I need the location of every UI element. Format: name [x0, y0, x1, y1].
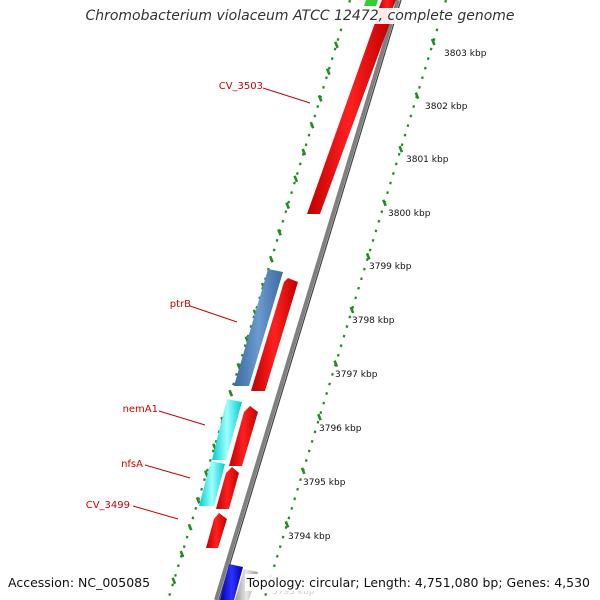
- gene-red-ptrb-pair[interactable]: [251, 278, 298, 391]
- inner-ruler-major-tick: [284, 520, 290, 528]
- gene-label-cv3503[interactable]: CV_3503: [219, 81, 263, 92]
- inner-ruler-major-tick: [430, 38, 436, 46]
- tick-label: 3797 kbp: [335, 370, 378, 380]
- outer-ruler-tick: [228, 389, 234, 397]
- gene-red-nema1-pair[interactable]: [229, 406, 258, 466]
- accession-text: Accession: NC_005085: [6, 574, 153, 591]
- inner-ruler-major-tick: [333, 360, 339, 368]
- gene-green-top[interactable]: [364, 0, 378, 6]
- inner-ruler-major-tick: [414, 92, 420, 100]
- outer-ruler-tick: [179, 550, 185, 558]
- inner-ruler-major-tick: [317, 413, 322, 421]
- inner-ruler-major-tick: [300, 467, 306, 475]
- tick-label: 3794 kbp: [288, 532, 331, 542]
- tick-label: 3802 kbp: [425, 102, 468, 112]
- tick-label: 3799 kbp: [369, 262, 412, 272]
- genome-backbone-shadow: [218, 0, 402, 600]
- gene-label-leaders: [132, 87, 311, 520]
- tick-label: 3801 kbp: [406, 155, 449, 165]
- leader-cv3503: [262, 87, 311, 104]
- inner-ruler-major-tick: [365, 252, 371, 260]
- gene-label-nfsa[interactable]: nfsA: [121, 459, 143, 470]
- outer-ruler-tick: [195, 496, 201, 504]
- outer-ruler-tick: [317, 94, 323, 102]
- leader-cv3499: [132, 505, 179, 520]
- outer-ruler-tick: [277, 228, 282, 236]
- inner-ruler-major-tick: [398, 145, 404, 153]
- tick-label: 3793 kbp: [272, 587, 315, 597]
- gene-label-ptrb[interactable]: ptrB: [170, 299, 191, 310]
- map-title: Chromobacterium violaceum ATCC 12472, co…: [0, 8, 600, 24]
- outer-ruler-tick: [171, 577, 177, 585]
- inner-ruler-dots: [262, 0, 448, 600]
- tick-labels: 3803 kbp 3802 kbp 3801 kbp 3800 kbp 3799…: [272, 49, 487, 597]
- outer-ruler-tick: [293, 175, 299, 183]
- gene-label-nema1[interactable]: nemA1: [123, 404, 158, 415]
- gene-label-cv3499[interactable]: CV_3499: [86, 500, 130, 511]
- tick-label: 3803 kbp: [444, 49, 487, 59]
- gene-nema1[interactable]: [212, 399, 242, 460]
- outer-ruler-tick: [309, 121, 315, 129]
- gene-red-top[interactable]: [378, 0, 396, 10]
- leader-nfsa: [144, 464, 191, 479]
- leader-nema1: [158, 410, 206, 426]
- gene-nfsa[interactable]: [199, 461, 225, 506]
- outer-ruler-tick: [334, 41, 339, 49]
- gene-ptrb[interactable]: [234, 269, 283, 386]
- genome-backbone: [214, 0, 400, 600]
- tick-label: 3800 kbp: [388, 209, 431, 219]
- tick-label: 3798 kbp: [352, 316, 395, 326]
- gene-features: [199, 0, 396, 600]
- gene-cv3499[interactable]: [206, 513, 227, 548]
- outer-ruler-tick: [268, 255, 274, 263]
- inner-ruler-major-tick: [349, 306, 355, 314]
- outer-ruler-tick: [187, 523, 193, 531]
- outer-ruler-tick: [325, 68, 331, 76]
- gene-labels: CV_3503 ptrB nemA1 nfsA CV_3499: [86, 81, 263, 511]
- tick-label: 3796 kbp: [319, 424, 362, 434]
- tick-label: 3795 kbp: [303, 478, 346, 488]
- leader-ptrb: [189, 305, 238, 323]
- topology-text: Topology: circular; Length: 4,751,080 bp…: [244, 574, 592, 591]
- gene-blue-bottom[interactable]: [220, 564, 243, 600]
- inner-ruler-major-tick: [382, 199, 387, 207]
- outer-ruler-tick: [285, 202, 291, 210]
- outer-ruler-tick: [301, 148, 307, 156]
- gene-red-nfsa-pair[interactable]: [216, 467, 239, 509]
- gene-cv3503[interactable]: [307, 8, 391, 214]
